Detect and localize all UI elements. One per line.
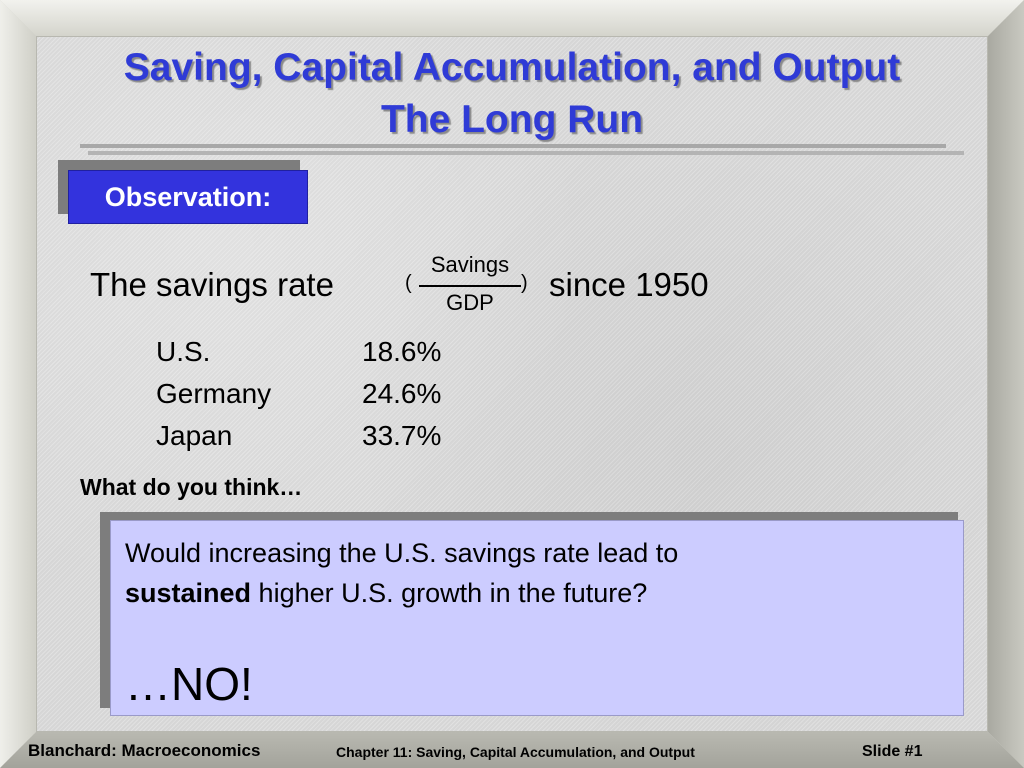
country-name: Japan [156, 420, 233, 451]
frame-bevel-right [988, 0, 1024, 768]
country-rate: 33.7% [362, 420, 442, 451]
country-name: U.S. [156, 336, 211, 367]
question-line2: sustained higher U.S. growth in the futu… [125, 578, 647, 608]
country-rate: 18.6% [362, 336, 442, 367]
savings-gdp-fraction: ( Savings GDP ) [405, 252, 530, 322]
slide-title-line1: Saving, Capital Accumulation, and Output [123, 46, 901, 89]
fraction-bar [419, 285, 521, 287]
question-answer: …NO! [125, 658, 253, 710]
title-divider-top [80, 144, 946, 148]
savings-rate-lead: The savings rate [90, 266, 334, 303]
question-line1: Would increasing the U.S. savings rate l… [125, 538, 679, 568]
frame-bevel-left [0, 0, 36, 768]
savings-rate-trail: since 1950 [549, 266, 709, 303]
fraction-paren-open: ( [405, 272, 412, 294]
footer-slide-number: Slide #1 [862, 743, 923, 760]
title-divider-bottom [88, 151, 964, 155]
question-heading: What do you think… [80, 474, 303, 500]
frame-bevel-bottom [0, 732, 1024, 768]
observation-label: Observation: [68, 170, 308, 224]
question-box: Would increasing the U.S. savings rate l… [110, 520, 964, 716]
footer-chapter: Chapter 11: Saving, Capital Accumulation… [336, 744, 695, 760]
fraction-paren-close: ) [521, 272, 528, 294]
fraction-numerator: Savings [430, 252, 510, 277]
footer-author: Blanchard: Macroeconomics [28, 741, 261, 760]
slide-title-line2: The Long Run [380, 98, 644, 141]
fraction-denominator: GDP [446, 290, 494, 315]
slide-title: Saving, Capital Accumulation, and Output… [36, 42, 988, 146]
country-name: Germany [156, 378, 272, 409]
question-line2-rest: higher U.S. growth in the future? [251, 578, 648, 608]
question-emphasis: sustained [125, 578, 252, 608]
country-rate: 24.6% [362, 378, 442, 409]
frame-bevel-top [0, 0, 1024, 36]
